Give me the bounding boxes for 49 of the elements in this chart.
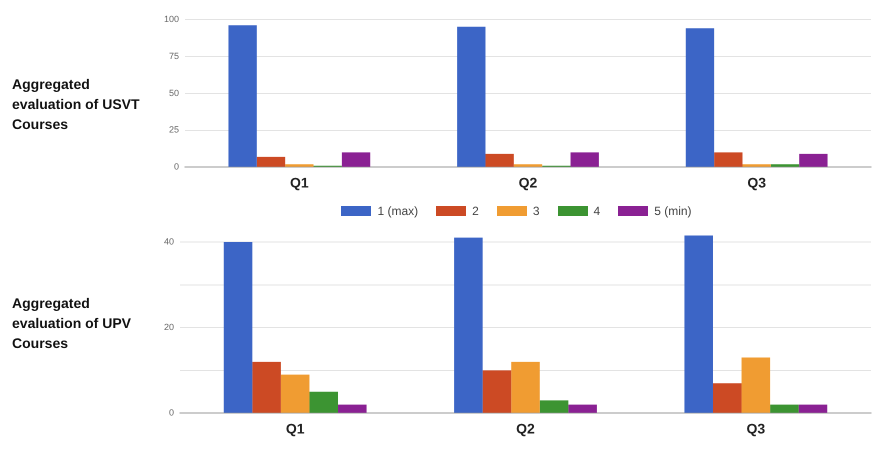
- bar: [686, 28, 714, 167]
- y-tick-label: 40: [164, 236, 174, 246]
- y-tick-label: 50: [169, 88, 180, 98]
- bar: [714, 152, 742, 167]
- legend-label: 1 (max): [377, 204, 418, 218]
- bar: [742, 164, 771, 167]
- bar: [457, 26, 486, 167]
- bar: [770, 164, 800, 167]
- bar: [684, 236, 713, 413]
- bar: [309, 392, 338, 413]
- text: Aggregated evaluation of UPV Courses: [11, 294, 132, 353]
- bar: [256, 156, 286, 167]
- bar: [511, 362, 540, 413]
- legend-label: 4: [594, 204, 600, 218]
- y-tick-label: 25: [169, 124, 180, 135]
- bar: [342, 152, 370, 167]
- bar: [799, 154, 828, 167]
- bar: [454, 238, 483, 413]
- x-tick-label: Q1: [286, 420, 305, 436]
- y-tick-label: 75: [169, 50, 180, 61]
- bar: [540, 400, 568, 413]
- legend-label: 5 (min): [654, 204, 692, 218]
- bar: [798, 404, 828, 413]
- y-tick-label: 0: [168, 408, 174, 418]
- bar: [224, 242, 252, 413]
- text: Aggregated evaluation of USVT Courses: [11, 75, 141, 134]
- bar: [252, 362, 281, 413]
- bar: [285, 164, 314, 167]
- y-tick-label: 20: [164, 322, 174, 332]
- bar: [228, 25, 257, 167]
- legend-label: 2: [472, 204, 479, 218]
- x-tick-label: Q2: [516, 420, 536, 436]
- x-tick-label: Q2: [518, 174, 538, 190]
- y-tick-label: 0: [174, 162, 180, 172]
- bar: [568, 404, 597, 413]
- x-tick-label: Q3: [746, 420, 766, 436]
- bar: [280, 374, 310, 413]
- bar: [338, 404, 367, 413]
- bar: [712, 383, 742, 413]
- bar: [742, 358, 770, 413]
- bar: [514, 164, 542, 167]
- x-tick-label: Q3: [747, 174, 766, 190]
- y-tick-label: 100: [164, 14, 180, 24]
- bar: [482, 370, 512, 413]
- x-tick-label: Q1: [290, 174, 309, 190]
- bar: [570, 152, 599, 167]
- bar: [485, 154, 514, 167]
- bar: [770, 404, 799, 413]
- legend-label: 3: [532, 204, 540, 218]
